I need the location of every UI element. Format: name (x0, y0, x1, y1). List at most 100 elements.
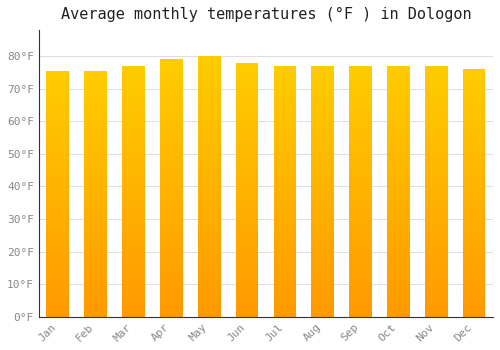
Bar (463, 257, 485, 259)
Bar (198, 231, 220, 232)
Bar (312, 170, 334, 171)
Bar (312, 119, 334, 120)
Bar (274, 238, 296, 239)
Bar (236, 79, 258, 81)
Bar (46, 285, 69, 286)
Bar (236, 134, 258, 135)
Bar (198, 167, 220, 168)
Bar (84, 183, 107, 184)
Bar (274, 164, 296, 165)
Bar (122, 168, 145, 169)
Bar (312, 141, 334, 142)
Bar (198, 218, 220, 219)
Bar (84, 149, 107, 151)
Bar (236, 180, 258, 181)
Bar (349, 193, 372, 194)
Bar (160, 224, 182, 225)
Bar (312, 271, 334, 272)
Bar (84, 285, 107, 286)
Bar (312, 256, 334, 257)
Bar (198, 70, 220, 72)
Bar (160, 287, 182, 288)
Bar (236, 91, 258, 92)
Bar (198, 306, 220, 308)
Bar (463, 264, 485, 265)
Bar (198, 79, 220, 81)
Bar (425, 107, 448, 108)
Bar (46, 172, 69, 173)
Bar (198, 69, 220, 70)
Bar (274, 201, 296, 203)
Bar (425, 106, 448, 107)
Bar (122, 115, 145, 116)
Bar (349, 175, 372, 176)
Bar (274, 241, 296, 243)
Bar (387, 215, 410, 216)
Bar (274, 81, 296, 82)
Bar (160, 83, 182, 84)
Bar (84, 140, 107, 141)
Bar (46, 140, 69, 141)
Bar (425, 283, 448, 284)
Bar (274, 306, 296, 307)
Bar (122, 298, 145, 299)
Bar (46, 96, 69, 97)
Bar (463, 217, 485, 218)
Bar (387, 290, 410, 292)
Bar (84, 173, 107, 174)
Bar (312, 87, 334, 89)
Bar (122, 258, 145, 259)
Bar (425, 299, 448, 301)
Bar (236, 265, 258, 266)
Bar (349, 155, 372, 156)
Bar (425, 132, 448, 134)
Bar (236, 237, 258, 238)
Bar (122, 145, 145, 146)
Bar (84, 204, 107, 205)
Bar (84, 215, 107, 216)
Bar (122, 239, 145, 240)
Bar (349, 314, 372, 316)
Bar (122, 171, 145, 173)
Bar (46, 300, 69, 301)
Bar (160, 75, 182, 76)
Bar (425, 190, 448, 191)
Bar (387, 307, 410, 308)
Bar (198, 276, 220, 278)
Bar (198, 284, 220, 286)
Bar (312, 166, 334, 168)
Bar (274, 218, 296, 219)
Bar (84, 114, 107, 115)
Bar (198, 56, 220, 57)
Bar (387, 158, 410, 159)
Bar (198, 98, 220, 99)
Bar (236, 293, 258, 294)
Bar (236, 225, 258, 226)
Bar (46, 282, 69, 284)
Bar (312, 74, 334, 75)
Bar (160, 88, 182, 89)
Bar (84, 102, 107, 103)
Bar (122, 209, 145, 210)
Bar (84, 179, 107, 180)
Bar (122, 97, 145, 99)
Bar (387, 141, 410, 142)
Bar (274, 265, 296, 267)
Bar (274, 170, 296, 171)
Bar (198, 102, 220, 103)
Bar (463, 184, 485, 186)
Bar (274, 142, 296, 144)
Bar (312, 284, 334, 286)
Bar (463, 75, 485, 77)
Bar (387, 136, 410, 138)
Bar (463, 261, 485, 262)
Bar (349, 304, 372, 306)
Bar (236, 83, 258, 84)
Bar (160, 299, 182, 300)
Bar (312, 151, 334, 153)
Bar (198, 313, 220, 314)
Bar (349, 199, 372, 200)
Bar (198, 299, 220, 300)
Bar (312, 162, 334, 164)
Bar (46, 92, 69, 93)
